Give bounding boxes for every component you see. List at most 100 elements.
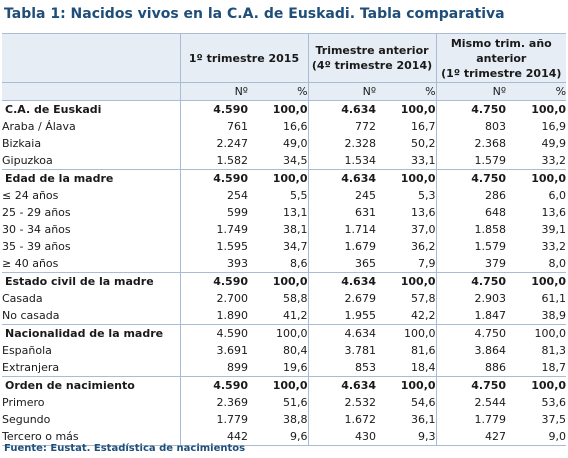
subheader-n: Nº [179, 82, 248, 101]
header-current-quarter: 1º trimestre 2015 [179, 33, 309, 83]
cell-count: 1.714 [307, 221, 377, 238]
cell-count: 2.903 [435, 290, 507, 307]
cell-count: 1.858 [435, 221, 507, 238]
cell-percent: 80,4 [283, 344, 308, 357]
cell-percent: 33,2 [541, 154, 567, 167]
table-row: Primero 2.369 51,6 2.532 54,6 2.544 53,6 [2, 394, 566, 411]
cell-percent: 37,5 [541, 413, 567, 426]
cell-percent: 100,0 [376, 169, 437, 187]
section-label: Nacionalidad de la madre [2, 324, 180, 342]
cell-percent: 6,0 [548, 189, 567, 202]
cell-count: 4.750 [435, 376, 507, 394]
cell-count: 1.579 [435, 152, 507, 170]
row-label: Araba / Álava [2, 120, 76, 133]
cell-percent: 5,3 [418, 189, 436, 202]
cell-percent: 100,0 [506, 272, 567, 290]
subheader-n: Nº [307, 82, 377, 101]
cell-percent: 39,1 [541, 223, 567, 236]
row-label: Tercero o más [2, 428, 180, 446]
cell-percent: 100,0 [248, 376, 309, 394]
section-label: Edad de la madre [2, 169, 180, 187]
cell-count: 2.369 [179, 394, 248, 411]
cell-count: 442 [179, 428, 248, 446]
cell-count: 1.779 [435, 411, 507, 428]
cell-count: 1.847 [435, 307, 507, 325]
cell-count: 2.328 [307, 135, 377, 152]
cell-count: 886 [435, 359, 507, 377]
row-label: Española [2, 344, 52, 357]
cell-count: 1.779 [179, 411, 248, 428]
table-section-row: Nacionalidad de la madre 4.590 100,0 4.634 1… [2, 324, 567, 342]
cell-count: 393 [179, 255, 248, 273]
cell-count: 772 [307, 118, 377, 135]
cell-count: 1.890 [179, 307, 248, 325]
cell-count: 4.750 [435, 100, 507, 118]
cell-count: 2.679 [307, 290, 377, 307]
table-title: Tabla 1: Nacidos vivos en la C.A. de Eus… [4, 6, 505, 22]
table-section-row: C.A. de Euskadi 4.590 100,0 4.634 100,0 4.750… [2, 100, 567, 118]
cell-percent: 19,6 [283, 361, 308, 374]
subheader-pct: % [506, 82, 567, 101]
cell-percent: 8,6 [290, 257, 308, 270]
cell-percent: 100,0 [506, 169, 567, 187]
cell-percent: 8,0 [548, 257, 567, 270]
cell-count: 245 [307, 187, 377, 204]
cell-percent: 9,0 [506, 428, 567, 446]
cell-count: 648 [435, 204, 507, 221]
source-note: Fuente: Eustat. Estadística de nacimient… [4, 443, 246, 454]
cell-percent: 54,6 [411, 396, 436, 409]
cell-percent: 38,1 [283, 223, 308, 236]
cell-count: 4.750 [435, 324, 507, 342]
cell-percent: 81,3 [541, 344, 567, 357]
cell-percent: 9,6 [248, 428, 309, 446]
cell-count: 631 [307, 204, 377, 221]
cell-count: 761 [179, 118, 248, 135]
cell-percent: 16,7 [411, 120, 436, 133]
table-row: 30 - 34 años 1.749 38,1 1.714 37,0 1.858 39,1 [2, 221, 566, 238]
table-row: Bizkaia 2.247 49,0 2.328 50,2 2.368 49,9 [2, 135, 566, 152]
cell-count: 1.582 [179, 152, 248, 170]
cell-count: 4.750 [435, 272, 507, 290]
cell-percent: 38,8 [283, 413, 308, 426]
cell-percent: 53,6 [541, 396, 567, 409]
row-label: ≥ 40 años [2, 257, 59, 270]
cell-percent: 18,4 [411, 361, 436, 374]
cell-count: 4.634 [307, 100, 377, 118]
cell-percent: 33,2 [541, 240, 567, 253]
cell-count: 803 [435, 118, 507, 135]
table-section-row: Orden de nacimiento 4.590 100,0 4.634 100,0 4… [2, 376, 567, 394]
cell-percent: 34,5 [283, 154, 308, 167]
cell-percent: 13,1 [283, 206, 308, 219]
cell-count: 379 [435, 255, 507, 273]
cell-percent: 36,1 [411, 413, 436, 426]
cell-percent: 61,1 [541, 292, 567, 305]
cell-count: 427 [435, 428, 507, 446]
cell-count: 286 [435, 187, 507, 204]
cell-percent: 36,2 [411, 240, 436, 253]
cell-percent: 58,8 [283, 292, 308, 305]
cell-count: 2.247 [179, 135, 248, 152]
cell-count: 2.544 [435, 394, 507, 411]
cell-count: 853 [307, 359, 377, 377]
cell-percent: 38,9 [541, 309, 567, 322]
header-same-quarter-period: (1º trimestre 2014) [441, 66, 562, 80]
header-same-quarter-last-year: Mismo trim. año anterior (1º trimestre 2… [435, 33, 567, 83]
section-label: C.A. de Euskadi [2, 100, 180, 118]
table-body: C.A. de Euskadi 4.590 100,0 4.634 100,0 4.750… [2, 100, 567, 446]
subheader-pct: % [248, 82, 309, 101]
cell-count: 1.679 [307, 238, 377, 255]
table-row: Española 3.691 80,4 3.781 81,6 3.864 81,3 [2, 342, 566, 359]
cell-percent: 5,5 [290, 189, 308, 202]
cell-count: 599 [179, 204, 248, 221]
row-label: 30 - 34 años [2, 223, 71, 236]
row-label: Casada [2, 292, 43, 305]
cell-percent: 13,6 [411, 206, 436, 219]
cell-percent: 16,6 [283, 120, 308, 133]
cell-count: 2.700 [179, 290, 248, 307]
cell-percent: 100,0 [376, 272, 437, 290]
cell-count: 1.534 [307, 152, 377, 170]
table-row: ≤ 24 años 254 5,5 245 5,3 286 6,0 [2, 187, 566, 204]
cell-percent: 81,6 [411, 344, 436, 357]
cell-percent: 100,0 [506, 376, 567, 394]
cell-count: 1.595 [179, 238, 248, 255]
